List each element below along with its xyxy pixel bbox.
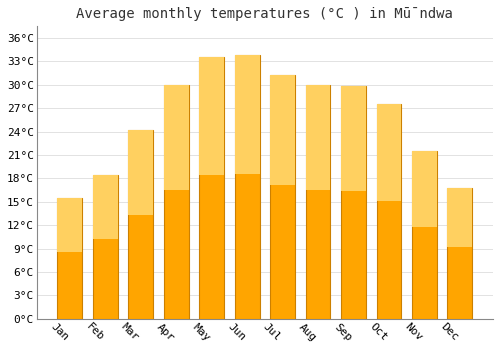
Bar — [341, 86, 366, 319]
Bar — [200, 57, 224, 319]
FancyBboxPatch shape — [93, 175, 118, 239]
FancyBboxPatch shape — [164, 85, 188, 190]
Bar — [448, 188, 472, 319]
FancyBboxPatch shape — [270, 76, 295, 185]
FancyBboxPatch shape — [58, 198, 82, 252]
Bar — [58, 198, 82, 319]
FancyBboxPatch shape — [448, 188, 472, 247]
FancyBboxPatch shape — [235, 55, 260, 174]
FancyBboxPatch shape — [412, 151, 437, 226]
FancyBboxPatch shape — [200, 57, 224, 175]
FancyBboxPatch shape — [341, 86, 366, 191]
Bar — [128, 130, 153, 319]
Title: Average monthly temperatures (°C ) in Mū̄ndwa: Average monthly temperatures (°C ) in Mū… — [76, 7, 454, 21]
FancyBboxPatch shape — [306, 85, 330, 190]
Bar — [412, 151, 437, 319]
Bar — [164, 85, 188, 319]
FancyBboxPatch shape — [128, 130, 153, 215]
Bar — [306, 85, 330, 319]
Bar — [235, 55, 260, 319]
Bar — [93, 175, 118, 319]
Bar — [270, 76, 295, 319]
FancyBboxPatch shape — [376, 104, 402, 201]
Bar — [376, 104, 402, 319]
